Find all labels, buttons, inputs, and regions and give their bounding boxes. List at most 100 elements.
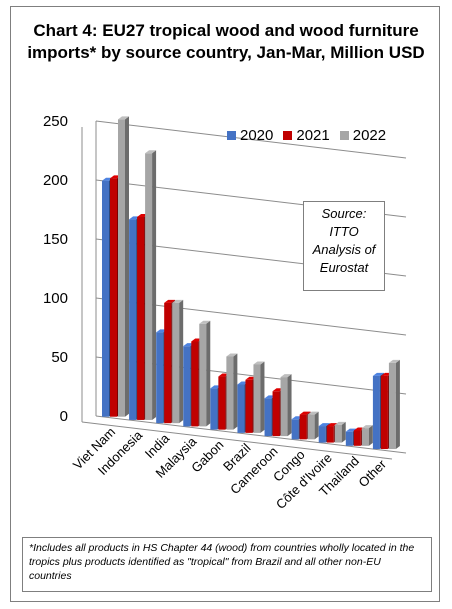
bar-top-face: [226, 353, 238, 357]
y-tick-label-200: 200: [43, 172, 68, 189]
source-line-4: Eurostat: [319, 260, 369, 275]
bar-front-face: [110, 178, 117, 417]
bar-front-face: [226, 356, 234, 430]
bar-front-face: [334, 424, 342, 443]
legend: 2020 2021 2022: [227, 127, 386, 144]
legend-label-2021: 2021: [296, 127, 330, 144]
bar-top-face: [334, 421, 346, 425]
bar-top-face: [253, 361, 265, 365]
y-tick-label-150: 150: [43, 231, 68, 248]
bar-front-face: [307, 414, 315, 440]
bar-side-face: [152, 150, 157, 420]
bar-front-face: [137, 216, 145, 420]
bar-top-face: [164, 299, 176, 303]
bar-top-face: [345, 428, 357, 432]
bar-front-face: [102, 180, 109, 417]
bar-top-face: [118, 116, 129, 120]
bar-front-face: [272, 391, 280, 437]
bar-front-face: [345, 431, 353, 446]
bar-top-face: [145, 150, 157, 154]
legend-swatch-2022: [339, 131, 349, 140]
bar-front-face: [299, 414, 307, 440]
bar-top-face: [299, 411, 311, 415]
bar-side-face: [233, 353, 238, 430]
bar-front-face: [280, 377, 288, 437]
x-axis-line: [81, 421, 393, 460]
bar-front-face: [129, 219, 137, 420]
legend-item-2020: 2020: [227, 127, 273, 144]
bar-congo-2022: [307, 411, 319, 440]
bar-top-face: [361, 425, 373, 429]
bar-front-face: [237, 384, 245, 433]
source-annotation: Source: ITTO Analysis of Eurostat: [303, 201, 385, 291]
bar-front-face: [191, 341, 199, 427]
y-tick-label-100: 100: [43, 290, 68, 307]
bar-front-face: [164, 302, 172, 424]
legend-label-2022: 2022: [352, 127, 387, 144]
bar-front-face: [253, 364, 261, 433]
bar-front-face: [183, 346, 191, 427]
gridline-0: [95, 415, 407, 454]
bar-front-face: [118, 119, 125, 417]
bar-top-face: [307, 411, 319, 415]
legend-swatch-2020: [227, 131, 236, 140]
source-line-2: ITTO: [329, 224, 359, 239]
legend-item-2021: 2021: [283, 127, 330, 144]
y-tick-label-250: 250: [43, 113, 68, 130]
axis-layer: [81, 121, 393, 460]
bar-front-face: [156, 332, 164, 424]
bar-side-face: [206, 320, 211, 427]
y-tick-label-50: 50: [51, 349, 68, 366]
bar-front-face: [318, 426, 326, 443]
bar-front-face: [291, 419, 299, 440]
x-tick-label-other: Other: [355, 456, 389, 490]
bar-front-face: [145, 153, 153, 420]
gridline-250: [95, 120, 407, 159]
bar-side-face: [341, 421, 346, 443]
footnote: *Includes all products in HS Chapter 44 …: [22, 537, 432, 592]
bar-c-te-d-ivoire-2022: [334, 421, 346, 443]
bar-front-face: [172, 302, 180, 424]
bar-malaysia-2022: [199, 320, 211, 427]
bar-top-face: [199, 320, 211, 324]
bar-top-face: [280, 374, 292, 378]
bar-front-face: [353, 430, 361, 446]
bars-layer: [102, 116, 400, 450]
bar-cameroon-2022: [280, 374, 292, 437]
bar-side-face: [179, 299, 184, 424]
bar-brazil-2022: [253, 361, 265, 433]
bar-front-face: [218, 376, 226, 430]
bar-front-face: [326, 426, 334, 443]
legend-label-2020: 2020: [240, 127, 274, 144]
bar-top-face: [318, 423, 330, 427]
bar-side-face: [395, 359, 400, 450]
bar-top-face: [326, 423, 338, 427]
bar-front-face: [372, 375, 380, 450]
bar-side-face: [368, 425, 373, 446]
bar-india-2022: [172, 299, 184, 424]
bar-top-face: [388, 359, 400, 363]
bar-front-face: [210, 388, 218, 430]
source-line-1: Source:: [321, 206, 367, 221]
bar-front-face: [245, 379, 253, 433]
bar-front-face: [361, 428, 369, 446]
legend-swatch-2021: [283, 131, 293, 140]
bar-top-face: [372, 372, 384, 376]
bar-side-face: [314, 411, 319, 440]
bar-side-face: [287, 374, 292, 437]
bar-front-face: [380, 375, 388, 450]
legend-item-2022: 2022: [339, 127, 387, 144]
bar-side-face: [125, 116, 129, 417]
bar-thailand-2022: [361, 425, 373, 446]
bar-top-face: [172, 299, 184, 303]
bar-viet-nam-2022: [118, 116, 129, 417]
bar-front-face: [199, 323, 207, 427]
bar-other-2022: [388, 359, 400, 450]
chart-title: Chart 4: EU27 tropical wood and wood fur…: [27, 21, 425, 62]
bar-indonesia-2022: [145, 150, 157, 420]
source-line-3: Analysis of: [312, 242, 376, 257]
bar-side-face: [260, 361, 265, 433]
bar-gabon-2022: [226, 353, 238, 430]
bar-front-face: [388, 362, 396, 450]
